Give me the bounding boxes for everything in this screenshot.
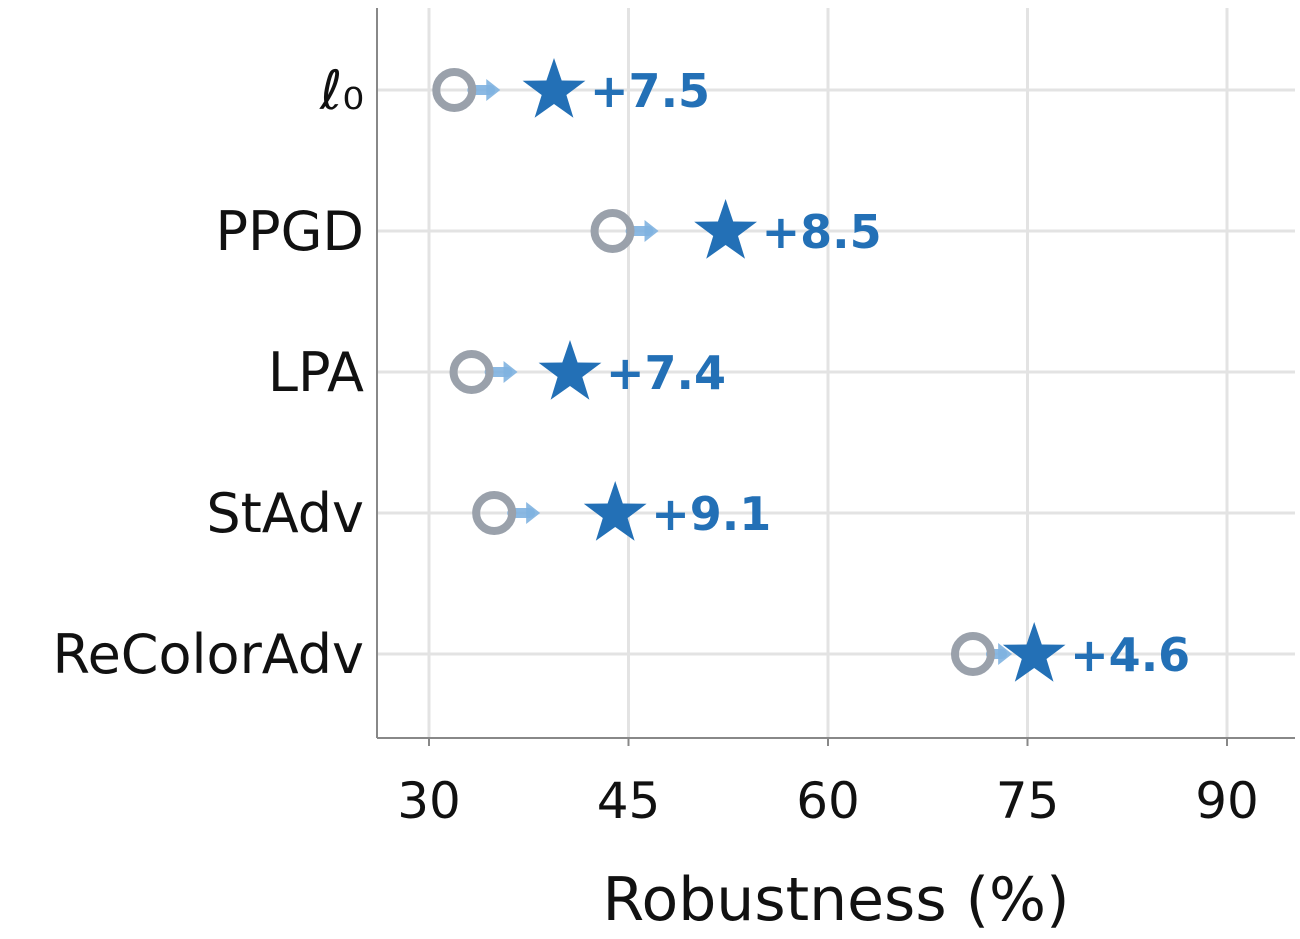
- grid-lines: [377, 8, 1295, 738]
- delta-label: +9.1: [651, 487, 771, 541]
- improvement-arrow-head: [486, 79, 501, 101]
- x-tick-label: 90: [1195, 772, 1259, 830]
- x-tick-labels: 30 45 60 75 90: [397, 772, 1259, 830]
- improvement-arrow-head: [526, 502, 541, 524]
- baseline-point: [950, 632, 995, 676]
- baseline-point: [590, 209, 635, 253]
- data-marks: +7.5 +8.5 +7.4 +9.1 +4.6: [432, 58, 1190, 682]
- x-tick-label: 75: [996, 772, 1060, 830]
- x-tick-label: 30: [397, 772, 461, 830]
- x-axis-title: Robustness (%): [603, 865, 1070, 935]
- baseline-point: [432, 68, 477, 112]
- category-labels: ℓ₀ PPGD LPA StAdv ReColorAdv: [52, 59, 364, 686]
- category-label: ReColorAdv: [52, 623, 364, 686]
- category-label: StAdv: [206, 482, 364, 545]
- axes: [376, 8, 1295, 746]
- delta-label: +8.5: [762, 205, 882, 259]
- improvement-arrow-head: [644, 220, 659, 242]
- baseline-point: [449, 350, 494, 394]
- improved-point: [694, 199, 757, 259]
- category-label: PPGD: [215, 200, 364, 263]
- x-tick-label: 60: [796, 772, 860, 830]
- improvement-arrow-head: [998, 643, 1013, 665]
- baseline-point: [472, 491, 517, 535]
- improved-point: [522, 58, 586, 118]
- improvement-arrow-head: [503, 361, 518, 383]
- delta-label: +7.4: [606, 346, 726, 400]
- improved-point: [538, 340, 602, 400]
- category-label: LPA: [268, 341, 364, 404]
- delta-label: +7.5: [590, 64, 710, 118]
- improved-point: [1002, 622, 1066, 682]
- delta-label: +4.6: [1070, 628, 1190, 682]
- improved-point: [583, 481, 647, 541]
- category-label: ℓ₀: [319, 59, 364, 122]
- x-tick-label: 45: [597, 772, 661, 830]
